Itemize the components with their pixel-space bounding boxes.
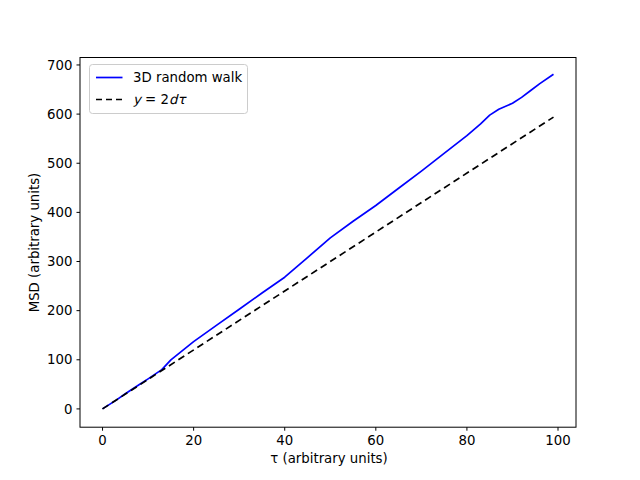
legend: 3D random walk y = 2dτ	[90, 65, 248, 114]
y-tick-label: 300	[47, 254, 72, 269]
x-tick-label: 20	[185, 433, 202, 448]
x-tick-label: 40	[276, 433, 293, 448]
y-tick-label: 500	[47, 156, 72, 171]
y-tick-label: 400	[47, 205, 72, 220]
msd-chart: 0 20 40 60 80 100 0 100 200 300 400 500 600 700 τ (ar…	[0, 0, 640, 480]
y-tick-label: 100	[47, 352, 72, 367]
x-axis-label: τ (arbitrary units)	[270, 451, 387, 466]
x-tick-label: 60	[367, 433, 384, 448]
figure: 0 20 40 60 80 100 0 100 200 300 400 500 600 700 τ (ar…	[0, 0, 640, 480]
y-tick-label: 700	[47, 58, 72, 73]
y-tick-label: 200	[47, 303, 72, 318]
x-tick-label: 100	[545, 433, 570, 448]
x-tick-label: 80	[458, 433, 475, 448]
legend-label-theory: y = 2dτ	[133, 92, 187, 107]
y-axis-label: MSD (arbitrary units)	[27, 173, 42, 313]
x-tick-label: 0	[98, 433, 106, 448]
legend-label-3d-random-walk: 3D random walk	[133, 70, 242, 85]
y-tick-label: 600	[47, 107, 72, 122]
y-tick-label: 0	[64, 402, 72, 417]
